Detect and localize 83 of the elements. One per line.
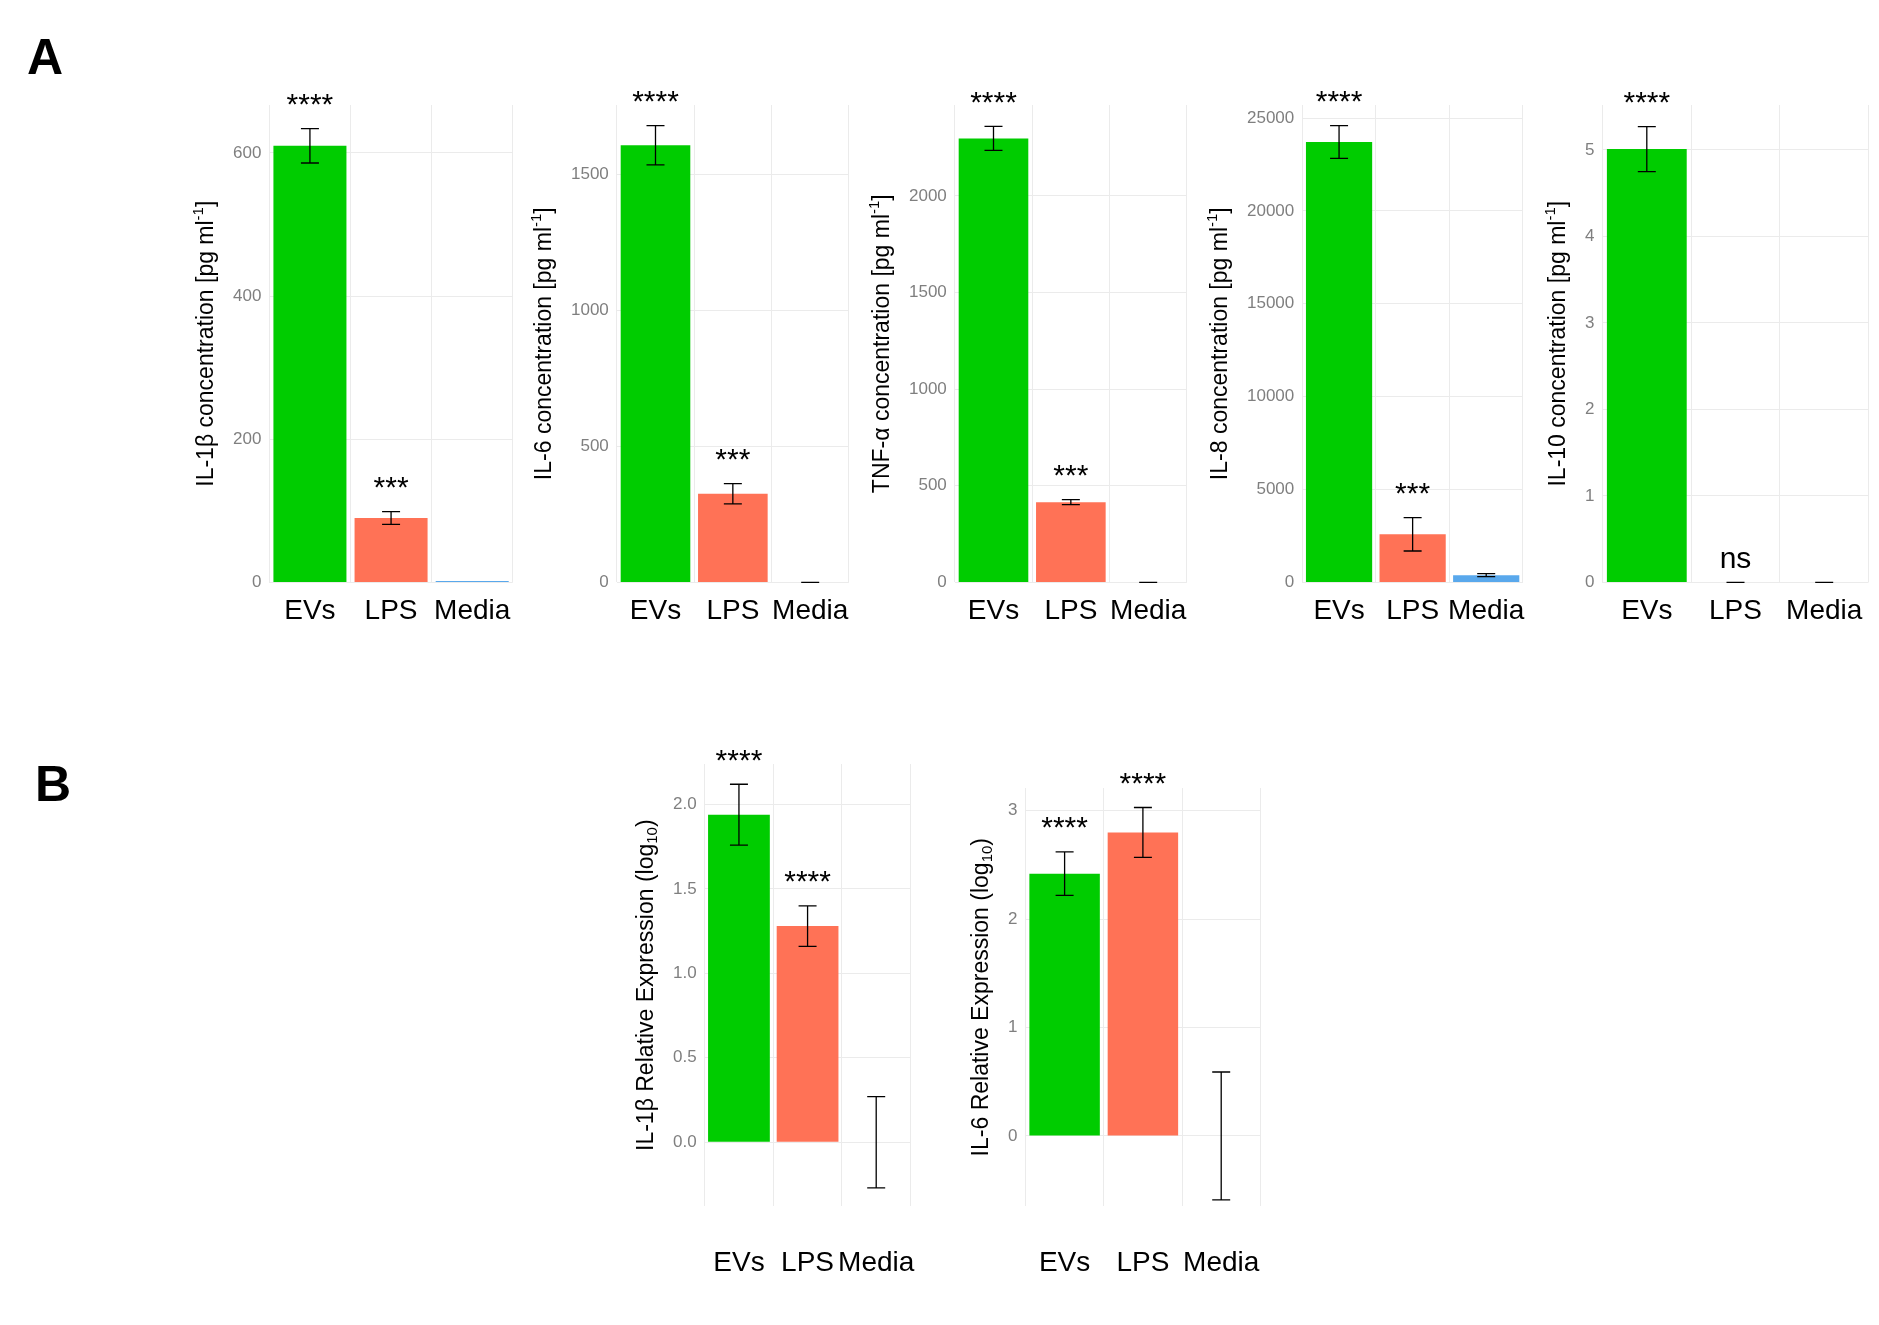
annotation: ***	[1395, 475, 1431, 509]
x-tick-label: EVs	[1621, 593, 1673, 625]
y-tick-label: 1.0	[672, 963, 697, 983]
x-tick-label: Media	[772, 593, 849, 625]
y-axis-title: IL-10 concentration [pg ml-1]	[1541, 200, 1571, 487]
x-tick-label: LPS	[706, 593, 760, 625]
x-tick-label: LPS	[781, 1245, 835, 1277]
annotation: ****	[970, 84, 1018, 118]
annotation: ***	[373, 469, 409, 503]
annotation: ***	[715, 441, 751, 475]
annotation: ****	[1623, 84, 1671, 118]
x-tick-label: LPS	[1709, 593, 1762, 625]
y-tick-label: 400	[232, 285, 262, 305]
x-tick-label: LPS	[364, 593, 418, 625]
y-tick-label: 3	[1007, 800, 1018, 820]
x-tick-label: LPS	[1044, 593, 1098, 625]
y-tick-label: 0.0	[672, 1131, 697, 1151]
y-tick-label: 600	[232, 142, 262, 162]
y-tick-label: 0	[1584, 572, 1595, 592]
bar	[273, 145, 347, 582]
annotation: ns	[1719, 540, 1752, 574]
y-tick-label: 0	[937, 572, 947, 592]
y-tick-label: 5	[1584, 139, 1595, 159]
annotation: ****	[1041, 810, 1089, 844]
y-tick-label: 0	[1007, 1125, 1018, 1145]
y-tick-label: 1500	[570, 164, 609, 184]
y-tick-label: 1000	[908, 378, 947, 398]
y-tick-label: 20000	[1246, 200, 1295, 220]
bar	[354, 517, 428, 582]
annotation: ****	[632, 83, 680, 117]
x-tick-label: Media	[1448, 593, 1525, 625]
x-tick-label: EVs	[1313, 593, 1365, 625]
x-tick-label: Media	[434, 593, 511, 625]
y-tick-label: 10000	[1246, 386, 1295, 406]
y-tick-label: 2	[1584, 399, 1595, 419]
annotation: ****	[1315, 83, 1363, 117]
bar	[1379, 534, 1446, 582]
y-axis-title: IL-8 concentration [pg ml-1]	[1203, 207, 1233, 481]
y-axis-title: IL-6 concentration [pg ml-1]	[527, 207, 557, 481]
y-tick-label: 500	[580, 436, 609, 456]
y-tick-label: 25000	[1246, 107, 1295, 127]
y-axis-title: IL-1β Relative Expression (log10)	[632, 819, 661, 1151]
y-tick-label: 1	[1007, 1017, 1018, 1037]
y-axis-title: IL-1β concentration [pg ml-1]	[189, 200, 219, 487]
annotation: ****	[784, 864, 832, 898]
bar	[1453, 575, 1520, 582]
annotation: ****	[1119, 765, 1167, 799]
y-tick-label: 2000	[908, 185, 947, 205]
annotation: ****	[286, 86, 334, 120]
y-tick-label: 1000	[570, 300, 609, 320]
annotation: ****	[715, 742, 763, 776]
x-tick-label: LPS	[1386, 593, 1440, 625]
y-tick-label: 2	[1007, 908, 1018, 928]
y-tick-label: 0	[599, 572, 609, 592]
y-axis-title: IL-6 Relative Expression (log10)	[967, 838, 996, 1157]
x-tick-label: Media	[838, 1245, 915, 1277]
bar	[1305, 141, 1373, 582]
y-tick-label: 0	[251, 572, 262, 592]
y-tick-label: 1	[1584, 485, 1595, 505]
x-tick-label: EVs	[967, 593, 1020, 625]
y-tick-label: 500	[918, 475, 947, 495]
annotation: ***	[1053, 457, 1089, 491]
y-tick-label: 2.0	[672, 794, 697, 814]
x-tick-label: EVs	[713, 1245, 765, 1277]
x-tick-label: EVs	[284, 593, 336, 625]
y-tick-label: 4	[1584, 226, 1595, 246]
text: B	[35, 755, 72, 813]
x-tick-label: Media	[1110, 593, 1187, 625]
y-tick-label: 1500	[908, 282, 947, 302]
y-tick-label: 0.5	[672, 1047, 697, 1067]
x-tick-label: EVs	[629, 593, 682, 625]
y-tick-label: 5000	[1256, 479, 1295, 499]
x-tick-label: Media	[1786, 593, 1863, 625]
x-tick-label: EVs	[1038, 1245, 1091, 1277]
y-tick-label: 15000	[1246, 293, 1295, 313]
text: A	[27, 28, 64, 86]
x-tick-label: Media	[1183, 1245, 1260, 1277]
y-tick-label: 1.5	[672, 878, 697, 898]
y-tick-label: 3	[1584, 312, 1595, 332]
y-axis-title: TNF-α concentration [pg ml-1]	[865, 194, 895, 494]
x-tick-label: LPS	[1116, 1245, 1170, 1277]
y-tick-label: 200	[232, 428, 262, 448]
y-tick-label: 0	[1284, 572, 1295, 592]
